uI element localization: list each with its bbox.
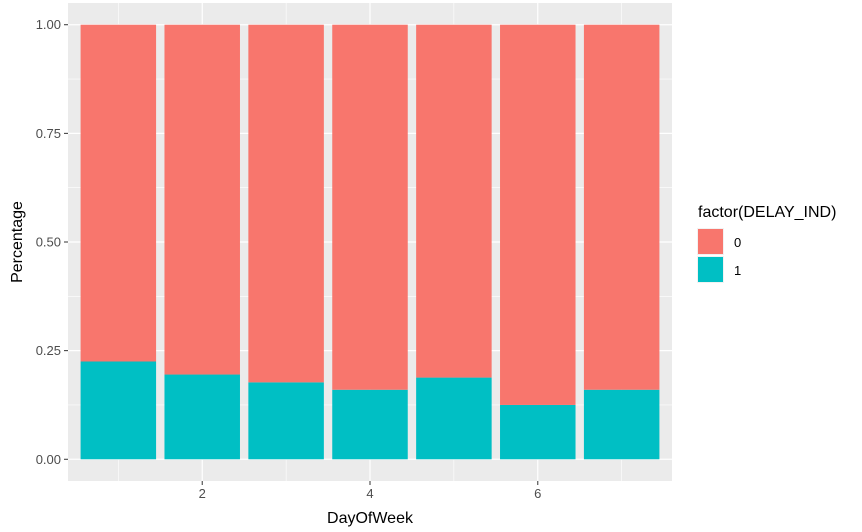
y-tick-label: 0.25 [36,343,61,358]
x-tick-label: 2 [199,486,206,501]
bars [80,24,660,460]
x-axis-title: DayOfWeek [327,510,414,527]
bar-segment-0 [248,24,324,383]
bar-segment-1 [332,389,408,460]
bar-segment-1 [500,404,576,460]
legend-title: factor(DELAY_IND) [698,204,836,221]
bar-segment-1 [416,377,492,460]
bar-segment-0 [80,24,157,362]
legend-swatch-0 [698,229,723,254]
legend-swatch-1 [698,257,723,282]
y-tick-label: 0.50 [36,235,61,250]
legend-items: 01 [697,228,741,283]
bar-segment-0 [164,24,240,375]
x-tick-label: 6 [534,486,541,501]
y-tick-label: 0.00 [36,452,61,467]
legend-label-1: 1 [734,263,741,278]
x-axis: 2 4 6 [199,481,541,501]
bar-segment-1 [164,374,240,460]
y-axis-title: Percentage [9,201,26,283]
bar-segment-1 [583,389,660,460]
bar-segment-1 [248,382,324,460]
y-tick-label: 0.75 [36,126,61,141]
bar-segment-0 [332,24,408,390]
legend: factor(DELAY_IND) 01 [697,204,836,283]
bar-segment-0 [500,24,576,405]
bar-segment-0 [416,24,492,378]
bar-segment-1 [80,361,157,460]
legend-label-0: 0 [734,235,741,250]
y-tick-label: 1.00 [36,17,61,32]
x-tick-label: 4 [366,486,373,501]
y-axis: 0.00 0.25 0.50 0.75 1.00 [36,17,68,467]
bar-segment-0 [583,24,660,390]
